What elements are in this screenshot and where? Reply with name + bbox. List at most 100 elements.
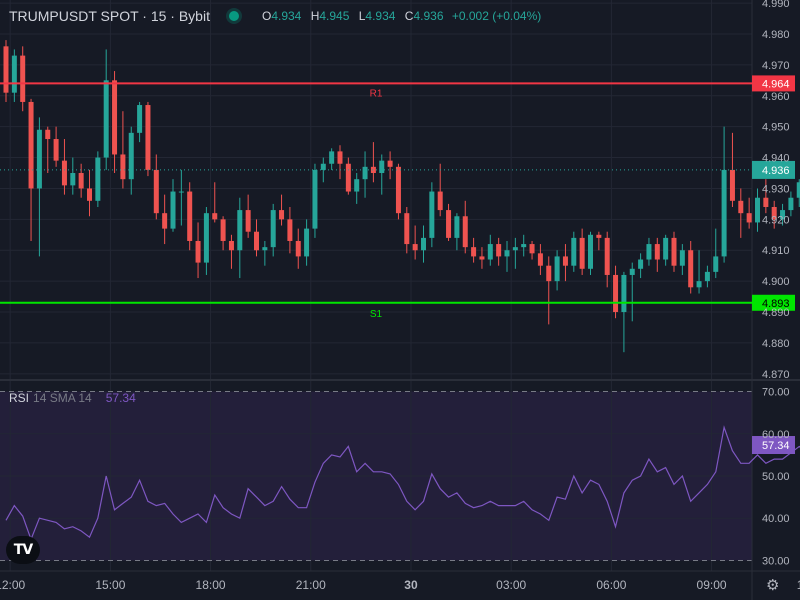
tradingview-logo[interactable]: TV <box>6 536 40 564</box>
candle-body <box>120 154 126 180</box>
price-axis[interactable]: 4.990 4.980 4.970 4.960 4.950 4.940 4.930 4.920… <box>762 0 790 381</box>
price-tick-label: 4.900 <box>762 276 790 288</box>
candle-body <box>529 244 535 254</box>
close-label: C <box>404 9 414 23</box>
candle-body <box>112 80 118 155</box>
settings-gear-icon[interactable]: ⚙ <box>766 577 780 594</box>
candle-body <box>254 231 259 251</box>
candle-body <box>663 237 669 260</box>
time-tick-label: 30 <box>404 578 418 592</box>
candle-body <box>646 244 652 260</box>
candle-body <box>95 157 101 201</box>
candle-body <box>746 213 752 223</box>
level-price-tag: 4.893 <box>762 298 790 310</box>
candle-body <box>446 210 452 238</box>
candle-body <box>546 265 552 282</box>
candle-body <box>212 213 218 220</box>
candle-body <box>429 191 435 238</box>
candle-body <box>521 244 527 248</box>
candle-body <box>471 247 477 257</box>
candle-body <box>696 281 702 288</box>
candle-body <box>287 219 293 241</box>
candle-body <box>61 160 67 186</box>
time-tick-label: 12:00 <box>797 578 800 592</box>
price-tick-label: 4.970 <box>762 60 790 72</box>
rsi-grid <box>0 391 752 561</box>
candle-body <box>304 228 310 257</box>
candle-body <box>195 240 201 263</box>
rsi-tick-label: 70.00 <box>762 387 790 399</box>
candle-body <box>270 210 276 248</box>
rsi-line <box>5 425 800 541</box>
candle-body <box>362 166 368 180</box>
time-tick-label: 18:00 <box>196 578 226 592</box>
candle-body <box>87 188 92 201</box>
candle-body <box>3 46 9 93</box>
candle-body <box>11 55 17 93</box>
logo-text: TV <box>13 542 33 558</box>
candle-body <box>796 182 800 198</box>
candle-body <box>162 213 168 229</box>
time-tick-label: 12:00 <box>0 578 26 592</box>
candle-body <box>237 210 243 251</box>
support-resistance-levels: R1 4.964 S1 4.893 4.936 <box>0 75 795 320</box>
candle-body <box>562 256 568 266</box>
rsi-tick-label: 30.00 <box>762 555 790 567</box>
candle-body <box>170 191 176 229</box>
candle-body <box>638 259 644 269</box>
candle-body <box>153 169 159 214</box>
candle-body <box>437 191 443 211</box>
candle-body <box>70 173 76 186</box>
candle-body <box>738 200 744 214</box>
candle-body <box>704 271 710 282</box>
candle-body <box>187 191 193 241</box>
candlestick-series <box>3 40 800 353</box>
candle-body <box>103 80 109 158</box>
time-axis[interactable]: 12:00 15:00 18:00 21:00 30 03:00 06:00 09:00 12:… <box>0 578 800 592</box>
candle-body <box>771 206 777 220</box>
rsi-value: 57.34 <box>105 391 136 405</box>
rsi-tick-label: 40.00 <box>762 513 790 525</box>
candle-body <box>604 237 610 275</box>
candle-body <box>487 244 493 260</box>
rsi-series: 57.34 <box>5 425 800 541</box>
candle-body <box>688 250 694 288</box>
candle-body <box>78 173 84 189</box>
price-tick-label: 4.880 <box>762 338 790 350</box>
price-tick-label: 4.930 <box>762 183 790 195</box>
rsi-params: 14 SMA 14 <box>33 391 92 405</box>
rsi-axis[interactable]: 70.00 60.00 50.00 40.00 30.00 <box>762 387 790 568</box>
candle-body <box>320 163 326 170</box>
level-price-tag: 4.964 <box>762 78 790 90</box>
candle-body <box>788 197 794 211</box>
candle-body <box>588 234 593 269</box>
candle-body <box>479 256 485 260</box>
last-price-tag-bg <box>752 160 795 179</box>
candle-body <box>128 132 134 180</box>
candle-body <box>504 250 510 257</box>
rsi-tick-label: 60.00 <box>762 429 790 441</box>
price-tick-label: 4.920 <box>762 214 790 226</box>
candle-body <box>613 274 619 313</box>
candle-body <box>780 210 786 220</box>
candle-body <box>203 213 209 263</box>
rsi-legend[interactable]: RSI 14 SMA 14 57.34 <box>9 391 136 405</box>
candle-body <box>28 101 34 189</box>
candle-body <box>621 274 627 313</box>
rsi-value-tag: 57.34 <box>762 440 790 452</box>
low-value: 4.934 <box>365 9 396 23</box>
candle-body <box>571 237 577 266</box>
price-tick-label: 4.890 <box>762 307 790 319</box>
candle-body <box>220 219 226 241</box>
candle-body <box>45 129 51 140</box>
time-tick-label: 03:00 <box>496 578 526 592</box>
candle-body <box>145 105 151 170</box>
market-status-icon <box>228 11 239 21</box>
candle-body <box>721 169 727 257</box>
candle-body <box>496 244 502 257</box>
symbol-title[interactable]: TRUMPUSDT SPOT · 15 · Bybit <box>9 8 210 24</box>
price-tick-label: 4.990 <box>762 0 790 10</box>
candle-body <box>596 234 602 238</box>
candle-body <box>404 213 410 245</box>
